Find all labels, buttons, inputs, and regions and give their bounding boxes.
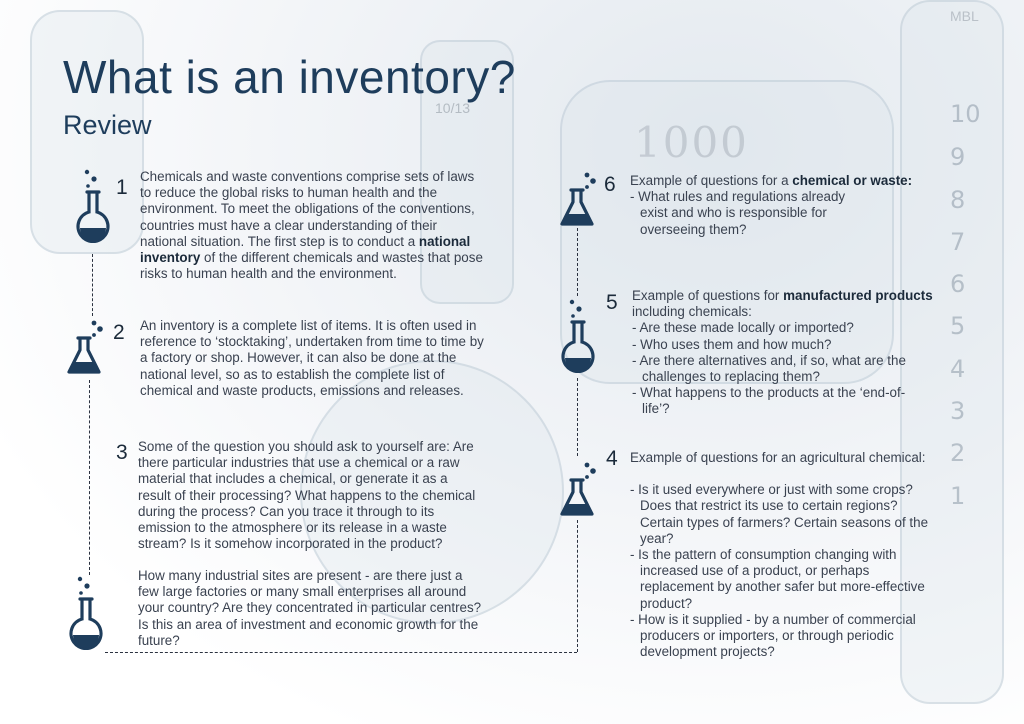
beaker-volume-text: 1000 bbox=[634, 118, 749, 167]
beaker-shape bbox=[560, 80, 894, 384]
connector-line bbox=[577, 228, 578, 296]
test-tube-shape bbox=[30, 10, 144, 254]
round-flask-shape bbox=[300, 360, 564, 624]
scale-mark: 4 bbox=[950, 355, 966, 383]
conical-flask-icon bbox=[560, 172, 596, 226]
section-5-text: Example of questions for manufactured pr… bbox=[632, 288, 952, 418]
section-5-intro: Example of questions for manufactured pr… bbox=[632, 288, 952, 320]
section-6-bold-term: chemical or waste: bbox=[792, 173, 913, 188]
list-item: - Are these made locally or imported? bbox=[632, 320, 854, 336]
connector-line bbox=[577, 520, 578, 652]
section-3-text: Some of the question you should ask to y… bbox=[138, 439, 476, 552]
list-item: - How is it supplied - by a number of co… bbox=[630, 611, 916, 660]
section-5-list: - Are these made locally or imported? - … bbox=[632, 320, 932, 417]
section-4-intro: Example of questions for an agricultural… bbox=[630, 450, 926, 465]
list-item: - What rules and regulations already exi… bbox=[630, 189, 846, 237]
measuring-cylinder-shape bbox=[900, 0, 1004, 704]
scale-mark: 5 bbox=[950, 312, 966, 340]
section-1-text-part: Chemicals and waste conventions comprise… bbox=[140, 169, 475, 249]
section-5-intro-part: including chemicals: bbox=[632, 304, 752, 320]
scale-mark: 6 bbox=[950, 270, 966, 298]
brand-label-text: MBL bbox=[950, 8, 979, 24]
scale-mark: 2 bbox=[950, 439, 966, 467]
list-item: - What happens to the products at the ‘e… bbox=[632, 385, 906, 417]
step-number: 5 bbox=[606, 291, 618, 314]
list-item: - Are there alternatives and, if so, wha… bbox=[632, 352, 906, 385]
section-5-bold-term: manufactured products bbox=[783, 288, 933, 303]
scale-mark: 7 bbox=[950, 228, 966, 256]
list-item: - Who uses them and how much? bbox=[632, 336, 832, 352]
step-number: 2 bbox=[113, 321, 125, 344]
section-5-intro-part: Example of questions for bbox=[632, 288, 784, 303]
section-1-bold-term: national inventory bbox=[140, 233, 471, 266]
page-subtitle: Review bbox=[63, 110, 152, 140]
connector-line bbox=[92, 254, 93, 316]
list-item: - Is the pattern of consumption changing… bbox=[630, 547, 925, 611]
connector-line bbox=[105, 652, 577, 653]
round-flask-icon bbox=[561, 299, 595, 373]
scale-mark: 8 bbox=[950, 186, 966, 214]
section-6-intro: Example of questions for a chemical or w… bbox=[630, 173, 930, 189]
section-6-intro-part: Example of questions for a bbox=[630, 173, 793, 188]
section-6-text: Example of questions for a chemical or w… bbox=[630, 173, 930, 238]
cylinder-label-text: 10/13 bbox=[435, 100, 471, 116]
scale-mark: 3 bbox=[950, 397, 966, 425]
connector-line bbox=[577, 378, 578, 456]
section-3-text-2: How many industrial sites are present - … bbox=[138, 568, 482, 648]
conical-flask-icon bbox=[560, 462, 596, 516]
step-number: 4 bbox=[606, 447, 618, 470]
round-flask-icon bbox=[76, 169, 110, 243]
page-title: What is an inventory? bbox=[63, 51, 516, 103]
section-1-text: Chemicals and waste conventions comprise… bbox=[140, 169, 485, 282]
section-4-text: Example of questions for an agricultural… bbox=[630, 450, 935, 660]
conical-flask-icon bbox=[67, 320, 103, 374]
scale-mark: 9 bbox=[950, 143, 966, 171]
connector-line bbox=[89, 380, 90, 575]
section-4-list: - Is it used everywhere or just with som… bbox=[630, 482, 930, 660]
step-number: 3 bbox=[116, 441, 128, 464]
scale-mark: 10 bbox=[950, 100, 981, 128]
section-1-text-part: of the different chemicals and wastes th… bbox=[140, 250, 483, 282]
section-6-list: - What rules and regulations already exi… bbox=[630, 189, 875, 238]
list-item: - Is it used everywhere or just with som… bbox=[630, 482, 929, 546]
graduated-cylinder-shape bbox=[420, 40, 514, 304]
step-number: 6 bbox=[604, 173, 616, 196]
round-flask-icon bbox=[69, 576, 103, 650]
step-number: 1 bbox=[116, 176, 128, 199]
section-2-text: An inventory is a complete list of items… bbox=[140, 318, 484, 398]
scale-mark: 1 bbox=[950, 482, 966, 510]
